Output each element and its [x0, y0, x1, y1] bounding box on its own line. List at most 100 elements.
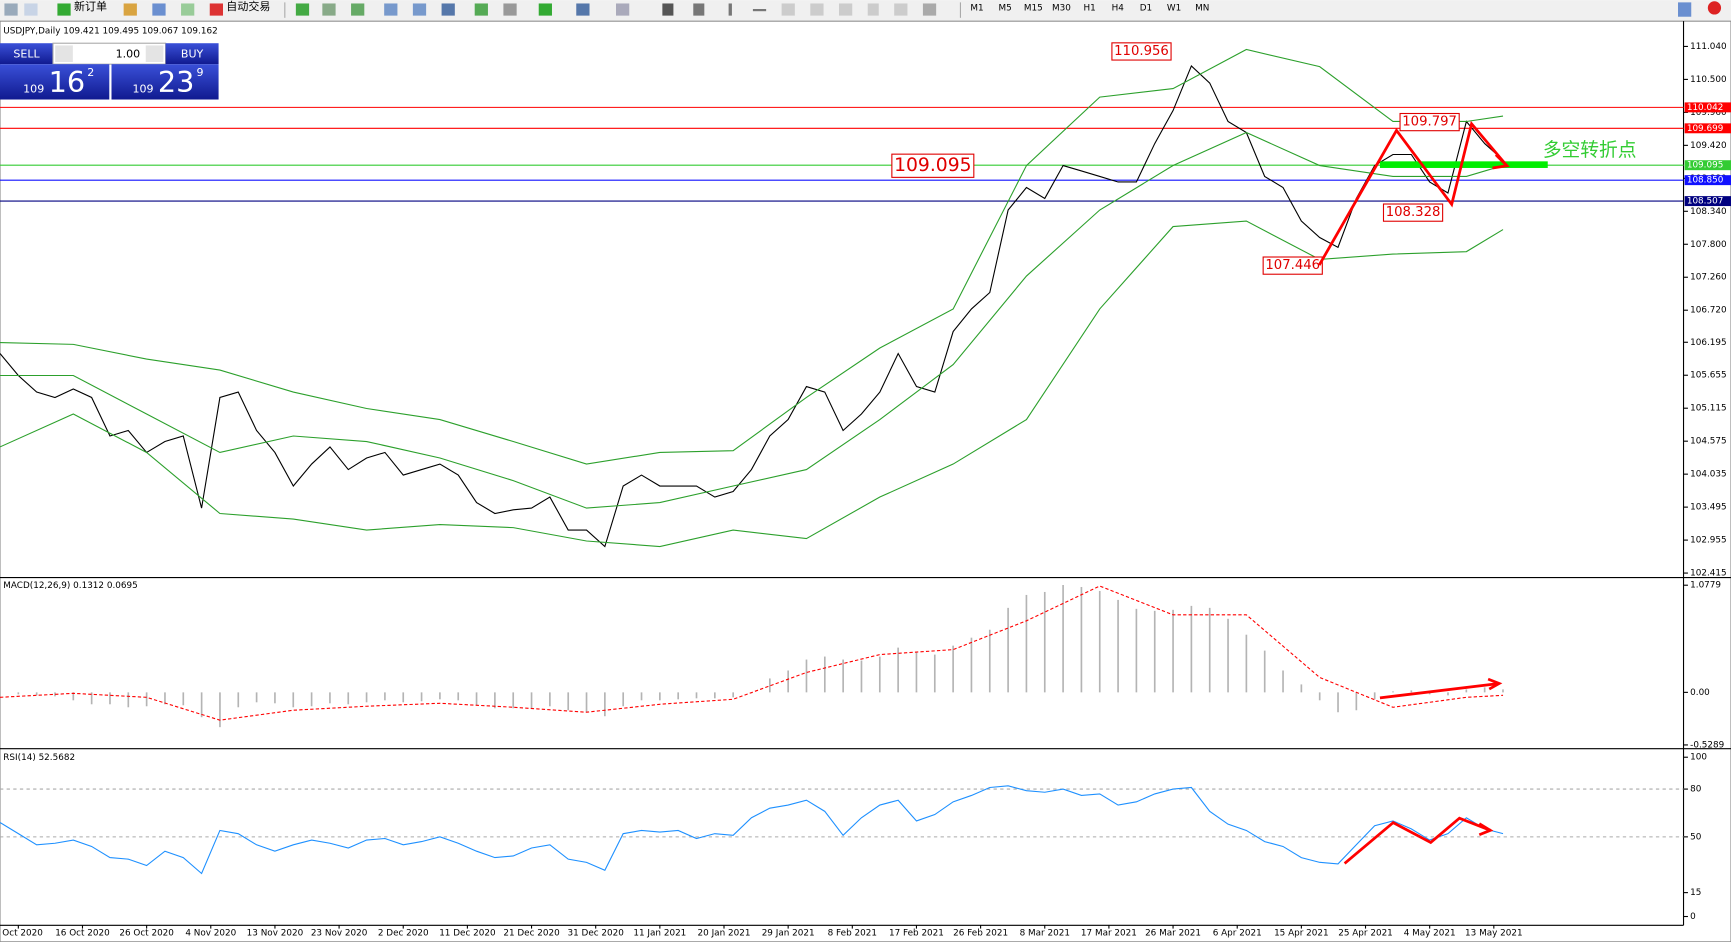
buy-big-figure[interactable]: 109	[132, 83, 153, 96]
y-tick-label: 0	[1690, 912, 1696, 922]
histogram-bar	[72, 692, 75, 701]
icon[interactable]	[839, 3, 853, 16]
icon[interactable]	[503, 3, 517, 16]
auto-trading[interactable]: 自动交易	[226, 0, 270, 13]
notification[interactable]	[1707, 1, 1722, 15]
sell-price-box[interactable]	[0, 64, 110, 100]
icon[interactable]	[1678, 2, 1692, 17]
histogram-bar	[402, 692, 405, 703]
new-order[interactable]: 新订单	[74, 0, 107, 13]
histogram-bar	[1190, 605, 1193, 693]
icon[interactable]	[412, 3, 427, 16]
icon[interactable]	[24, 3, 38, 16]
price-tag	[1684, 123, 1731, 134]
x-tick-label: 11 Jan 2021	[633, 929, 686, 939]
annotation: 110.956	[1114, 44, 1169, 59]
histogram-bar	[1300, 684, 1303, 693]
timeframe[interactable]: H1	[1083, 3, 1095, 13]
rsi-arrow	[1343, 816, 1491, 865]
drawings	[1318, 120, 1548, 865]
icon[interactable]	[384, 3, 398, 16]
icon[interactable]	[322, 3, 336, 16]
timeframe[interactable]: M5	[999, 3, 1012, 13]
y-tick-label: 109.420	[1690, 141, 1727, 151]
annotation: 109.095	[894, 155, 972, 176]
icon[interactable]	[57, 3, 71, 16]
histogram-bar	[0, 692, 1, 698]
histogram-bar	[329, 692, 331, 704]
icon[interactable]	[351, 3, 365, 16]
timeframe[interactable]: MN	[1195, 3, 1209, 13]
icon[interactable]	[295, 3, 310, 16]
x-tick-label: 2 Dec 2020	[378, 929, 429, 939]
icon[interactable]	[728, 3, 732, 16]
timeframe[interactable]: W1	[1167, 3, 1181, 13]
histogram-bar	[970, 637, 973, 693]
pane	[0, 584, 1504, 728]
buy-button[interactable]	[165, 43, 219, 65]
timeframe[interactable]: D1	[1140, 3, 1152, 13]
x-tick-label: 23 Nov 2020	[311, 929, 368, 939]
histogram-bar	[1355, 692, 1358, 711]
icon[interactable]	[752, 8, 767, 12]
y-tick-label: 103.495	[1690, 503, 1727, 513]
icon[interactable]	[538, 3, 552, 16]
sell-fraction[interactable]: 2	[87, 66, 94, 79]
timeframe[interactable]: M15	[1024, 3, 1043, 13]
icon[interactable]	[616, 3, 630, 16]
icon[interactable]	[894, 3, 908, 16]
icon[interactable]	[922, 3, 937, 16]
histogram-bar	[1227, 618, 1229, 693]
timeframe[interactable]: M30	[1052, 3, 1071, 13]
icon[interactable]	[4, 3, 18, 16]
series-line	[0, 65, 1504, 548]
buy-label[interactable]: BUY	[181, 47, 204, 60]
timeframe[interactable]: M1	[970, 3, 983, 13]
histogram-bar	[1465, 689, 1468, 693]
y-tick-label: 102.415	[1690, 569, 1727, 579]
sell-pips[interactable]: 16	[49, 65, 86, 99]
histogram-bar	[530, 692, 533, 709]
x-tick-label: 8 Oct 2020	[0, 929, 43, 939]
icon[interactable]	[867, 3, 879, 16]
icon[interactable]	[123, 3, 137, 16]
sell-button[interactable]	[0, 43, 53, 65]
histogram-bar	[200, 692, 203, 718]
icon[interactable]	[474, 3, 488, 16]
icon[interactable]	[693, 3, 705, 16]
histogram-bar	[1337, 692, 1339, 713]
sell-label[interactable]: SELL	[13, 47, 40, 60]
volume-down[interactable]	[55, 45, 73, 62]
histogram-bar	[1447, 692, 1449, 696]
price-tag-label: 108.507	[1687, 197, 1724, 207]
histogram-bar	[1282, 670, 1284, 693]
histogram-bar	[274, 692, 276, 704]
histogram-bar	[842, 659, 844, 693]
histogram-bar	[695, 692, 698, 699]
buy-pips[interactable]: 23	[158, 65, 195, 99]
icon[interactable]	[209, 3, 223, 16]
buy-price-box[interactable]	[111, 64, 219, 100]
volume-up[interactable]	[145, 45, 164, 62]
histogram-bar	[1135, 608, 1138, 693]
x-tick-label: 17 Feb 2021	[889, 929, 944, 939]
volume[interactable]: 1.00	[116, 47, 141, 60]
series-line	[0, 220, 1504, 548]
icon[interactable]	[152, 3, 166, 16]
icon[interactable]	[810, 3, 824, 16]
icon[interactable]	[576, 3, 590, 16]
sell-big-figure[interactable]: 109	[23, 83, 44, 96]
histogram-bar	[54, 692, 56, 697]
pane	[0, 785, 1684, 875]
annotation: 107.446	[1265, 258, 1320, 273]
icon[interactable]	[441, 3, 455, 16]
icon[interactable]	[662, 3, 674, 16]
icon[interactable]	[781, 3, 795, 16]
buy-fraction[interactable]: 9	[197, 66, 204, 79]
y-tick-label: 104.575	[1690, 437, 1727, 447]
histogram-bar	[1208, 607, 1211, 693]
icon[interactable]	[181, 3, 195, 16]
price-tag	[1684, 175, 1731, 186]
timeframe[interactable]: H4	[1112, 3, 1125, 13]
histogram-bar	[933, 654, 936, 693]
